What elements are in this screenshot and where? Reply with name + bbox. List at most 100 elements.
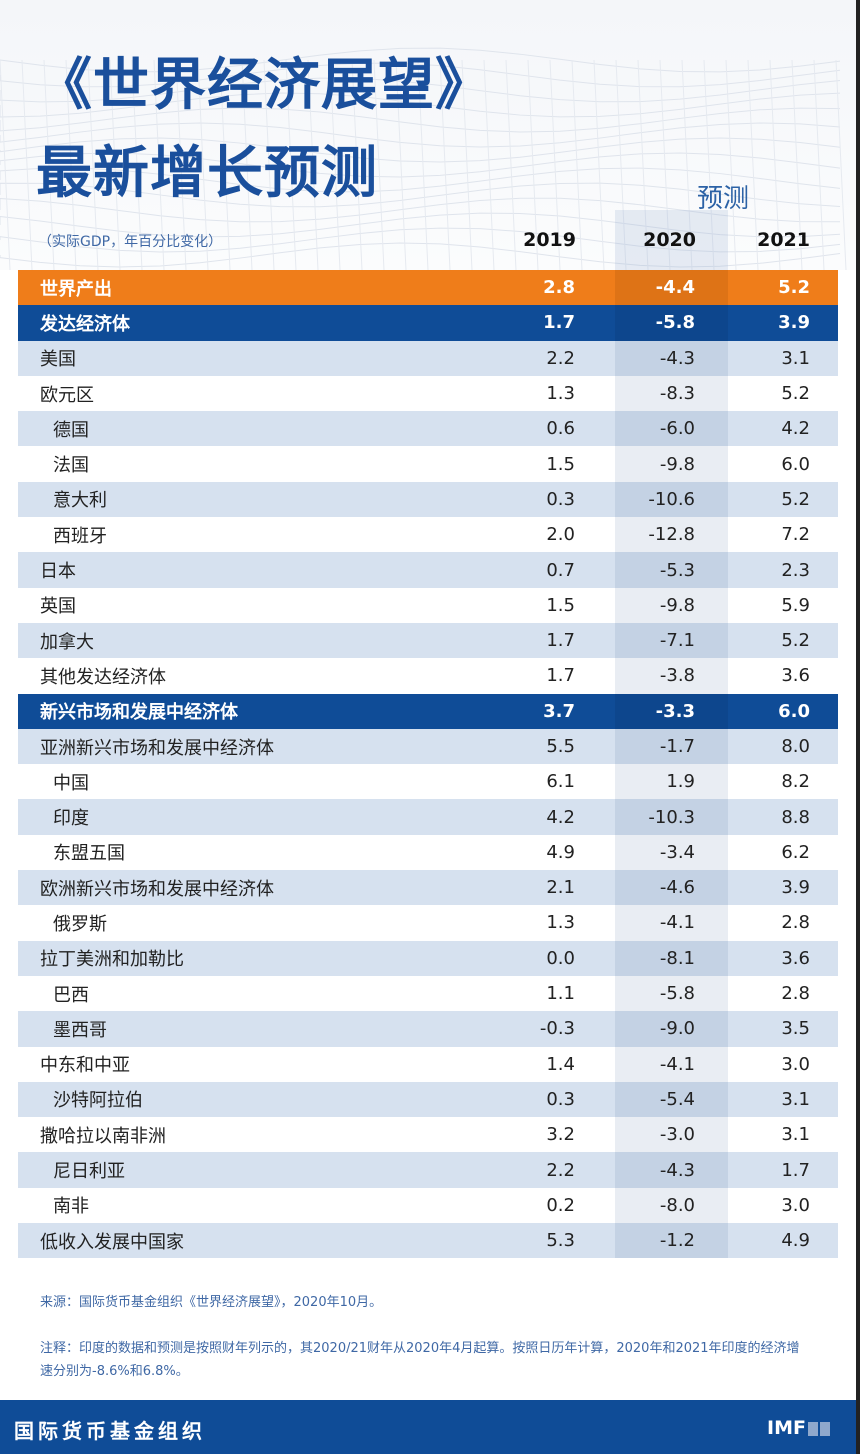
forecast-cell-shade: [615, 1117, 728, 1153]
value-2021: 2.8: [781, 912, 810, 934]
value-2020: -3.0: [659, 1124, 695, 1146]
table-row: 英国 1.5 -9.8 5.9: [18, 587, 838, 623]
table-row: 南非 0.2 -8.0 3.0: [18, 1187, 838, 1224]
table-row: 俄罗斯 1.3 -4.1 2.8: [18, 905, 838, 941]
value-2019: 4.9: [546, 841, 575, 863]
forecast-cell-shade: [615, 587, 728, 623]
value-2020: -5.8: [659, 983, 695, 1005]
value-2019: -0.3: [539, 1018, 575, 1040]
footer-org-name: 国际货币基金组织: [14, 1419, 206, 1443]
value-2019: 2.0: [546, 524, 575, 546]
table-row: 印度 4.2 -10.3 8.8: [18, 799, 838, 835]
value-2019: 0.3: [546, 488, 575, 510]
row-label: 英国: [40, 596, 76, 618]
value-2020: -1.7: [659, 736, 695, 757]
forecast-cell-shade: [615, 905, 728, 941]
value-2020: -4.6: [659, 877, 695, 899]
value-2019: 3.2: [546, 1124, 575, 1146]
forecast-cell-shade: [615, 305, 728, 341]
value-2019: 2.8: [543, 277, 575, 299]
value-2021: 6.0: [781, 453, 810, 475]
value-2020: -3.8: [659, 665, 695, 687]
table-row: 巴西 1.1 -5.8 2.8: [18, 975, 838, 1012]
value-2021: 6.2: [781, 841, 810, 863]
row-label: 欧洲新兴市场和发展中经济体: [40, 878, 274, 900]
value-2021: 3.5: [781, 1018, 810, 1040]
table-row: 其他发达经济体 1.7 -3.8 3.6: [18, 658, 838, 694]
forecast-cell-shade: [615, 340, 728, 376]
row-label: 南非: [53, 1196, 89, 1218]
year-header-2019: 2019: [523, 229, 576, 251]
value-2021: 2.3: [781, 559, 810, 581]
value-2019: 1.4: [546, 1053, 575, 1075]
table-row: 欧洲新兴市场和发展中经济体 2.1 -4.6 3.9: [18, 870, 838, 906]
value-2020: -8.3: [659, 383, 695, 405]
value-2020: -4.1: [659, 1053, 695, 1075]
row-label: 美国: [40, 349, 76, 371]
value-2019: 0.0: [546, 947, 575, 969]
value-2021: 4.2: [781, 418, 810, 440]
forecast-cell-shade: [615, 270, 728, 306]
value-2019: 1.5: [546, 594, 575, 616]
row-label: 中东和中亚: [40, 1055, 130, 1077]
value-2020: -8.0: [659, 1194, 695, 1216]
forecast-cell-shade: [615, 1187, 728, 1224]
forecast-cell-shade: [615, 693, 728, 729]
forecast-cell-shade: [615, 1152, 728, 1188]
forecast-cell-shade: [615, 552, 728, 588]
table-row: 尼日利亚 2.2 -4.3 1.7: [18, 1152, 838, 1188]
value-2021: 3.1: [781, 347, 810, 369]
value-2020: -9.8: [659, 594, 695, 616]
row-label: 其他发达经济体: [40, 666, 166, 688]
forecast-cell-shade: [615, 1081, 728, 1118]
row-label: 撒哈拉以南非洲: [40, 1125, 166, 1147]
value-2019: 6.1: [546, 771, 575, 793]
value-2020: -9.0: [659, 1018, 695, 1040]
table-row: 发达经济体 1.7 -5.8 3.9: [18, 305, 838, 341]
value-2020: -10.6: [648, 488, 695, 510]
value-2020: -9.8: [659, 453, 695, 475]
table-row: 德国 0.6 -6.0 4.2: [18, 411, 838, 447]
value-2021: 6.0: [778, 700, 810, 722]
edge-border: [856, 0, 860, 1454]
value-2021: 3.1: [781, 1088, 810, 1110]
value-2020: -4.1: [659, 912, 695, 934]
value-2021: 5.2: [781, 488, 810, 510]
row-label: 日本: [40, 561, 76, 583]
table-row: 意大利 0.3 -10.6 5.2: [18, 481, 838, 518]
forecast-cell-shade: [615, 411, 728, 447]
table-row: 东盟五国 4.9 -3.4 6.2: [18, 834, 838, 871]
row-label: 低收入发展中国家: [40, 1231, 184, 1253]
forecast-cell-shade: [615, 834, 728, 871]
table-row: 中东和中亚 1.4 -4.1 3.0: [18, 1046, 838, 1082]
value-2021: 3.9: [781, 877, 810, 899]
value-2021: 3.0: [781, 1194, 810, 1216]
table-row: 西班牙 2.0 -12.8 7.2: [18, 517, 838, 553]
value-2019: 0.6: [546, 418, 575, 440]
value-2020: -7.1: [659, 630, 695, 652]
row-label: 西班牙: [53, 525, 107, 547]
value-2020: -12.8: [648, 524, 695, 546]
forecast-cell-shade: [615, 517, 728, 553]
forecast-cell-shade: [615, 375, 728, 412]
value-2021: 5.9: [781, 594, 810, 616]
row-label: 东盟五国: [53, 843, 125, 865]
row-label: 法国: [53, 455, 89, 477]
row-label: 意大利: [53, 490, 107, 512]
forecast-cell-shade: [615, 940, 728, 976]
value-2021: 4.9: [781, 1230, 810, 1252]
row-label: 沙特阿拉伯: [53, 1090, 143, 1112]
imf-logo-text: IMF: [767, 1417, 806, 1439]
value-2020: -10.3: [648, 806, 695, 828]
forecast-cell-shade: [615, 1046, 728, 1082]
row-label: 墨西哥: [53, 1019, 107, 1041]
forecast-cell-shade: [615, 622, 728, 659]
page-subtitle: 最新增长预测: [36, 141, 378, 206]
table-row: 美国 2.2 -4.3 3.1: [18, 340, 838, 376]
year-header-2021: 2021: [757, 229, 810, 251]
value-2019: 1.3: [546, 383, 575, 405]
row-label: 加拿大: [40, 631, 94, 653]
forecast-cell-shade: [615, 1223, 728, 1259]
value-2020: -3.3: [655, 700, 695, 722]
table-row: 日本 0.7 -5.3 2.3: [18, 552, 838, 588]
